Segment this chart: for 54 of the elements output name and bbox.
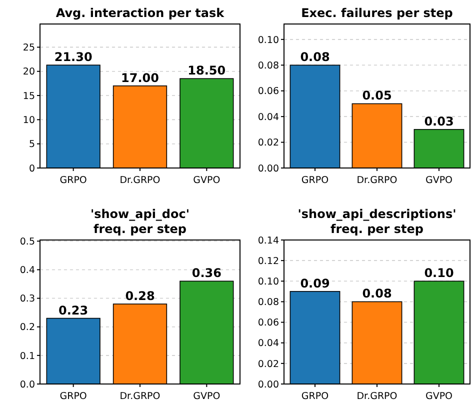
y-tick-label: 0.06 xyxy=(258,318,279,329)
y-tick-label: 0 xyxy=(28,163,35,174)
y-tick-label: 25 xyxy=(22,42,35,54)
data-label: 0.08 xyxy=(362,286,392,301)
x-tick-label: GVPO xyxy=(425,391,453,402)
data-label: 21.30 xyxy=(54,50,92,64)
y-tick-label: 0.02 xyxy=(258,358,279,370)
y-tick-label: 0.04 xyxy=(258,338,279,350)
data-label: 0.10 xyxy=(424,266,454,280)
chart-title: 'show_api_descriptions' freq. per step xyxy=(298,207,456,236)
data-label: 0.05 xyxy=(362,88,392,103)
y-tick-label: 0.00 xyxy=(258,379,279,390)
y-tick-label: 0.14 xyxy=(258,235,279,246)
y-tick-label: 0.06 xyxy=(258,86,279,98)
x-tick-label: GRPO xyxy=(60,175,87,186)
y-tick-label: 0.10 xyxy=(258,276,279,288)
x-tick-label: GRPO xyxy=(301,175,329,186)
x-tick-label: Dr.GRPO xyxy=(356,391,398,402)
y-tick-label: 0.02 xyxy=(258,138,279,149)
y-tick-label: 5 xyxy=(28,139,35,150)
x-tick-label: GRPO xyxy=(60,391,87,402)
y-tick-label: 20 xyxy=(22,66,35,78)
chart-title: 'show_api_doc' freq. per step xyxy=(90,207,190,236)
x-tick-label: Dr.GRPO xyxy=(120,175,160,186)
chart-title: Exec. failures per step xyxy=(301,6,454,20)
y-tick-label: 0.3 xyxy=(20,294,35,305)
data-label: 0.28 xyxy=(125,289,155,303)
y-tick-label: 0.4 xyxy=(20,265,35,276)
data-label: 18.50 xyxy=(188,64,226,78)
data-label: 0.36 xyxy=(192,266,222,280)
data-label: 0.03 xyxy=(424,114,454,128)
data-label: 0.08 xyxy=(300,50,330,64)
x-tick-label: Dr.GRPO xyxy=(356,175,398,186)
x-tick-label: GVPO xyxy=(193,175,220,186)
y-tick-label: 0.1 xyxy=(20,350,35,362)
y-tick-label: 0.00 xyxy=(258,163,279,174)
y-tick-label: 0.10 xyxy=(258,34,279,46)
y-tick-label: 15 xyxy=(22,90,35,102)
x-tick-label: Dr.GRPO xyxy=(120,391,160,402)
y-tick-label: 0.12 xyxy=(258,256,279,267)
chart-title: Avg. interaction per task xyxy=(56,6,226,20)
data-label: 17.00 xyxy=(121,70,159,85)
y-tick-label: 0.08 xyxy=(258,297,279,308)
x-tick-label: GVPO xyxy=(425,175,453,186)
y-tick-label: 0.0 xyxy=(20,379,35,390)
y-tick-label: 10 xyxy=(22,115,35,126)
y-tick-label: 0.08 xyxy=(258,60,279,72)
x-tick-label: GVPO xyxy=(193,391,220,402)
x-tick-label: GRPO xyxy=(301,391,329,402)
y-tick-label: 0.2 xyxy=(20,322,35,334)
data-label: 0.23 xyxy=(58,303,88,318)
data-label: 0.09 xyxy=(300,276,330,290)
y-tick-label: 0.04 xyxy=(258,112,279,123)
y-tick-label: 0.5 xyxy=(20,236,35,248)
